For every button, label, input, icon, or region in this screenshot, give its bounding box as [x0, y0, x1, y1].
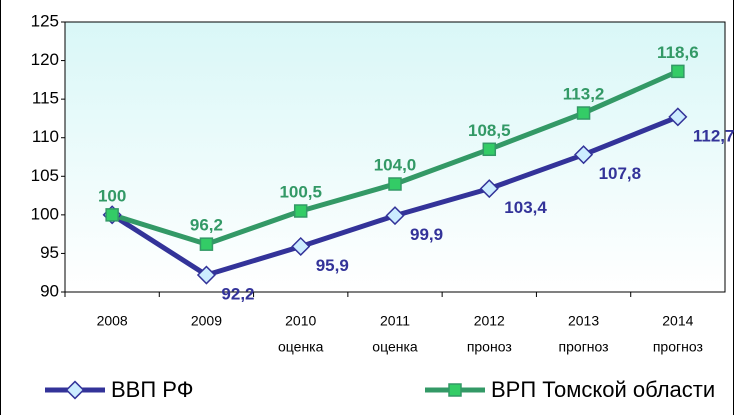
value-label: 118,6	[657, 43, 699, 62]
x-tick-label: 2009	[191, 313, 222, 329]
value-label: 100	[98, 186, 126, 205]
legend-label: ВВП РФ	[111, 377, 193, 402]
marker	[199, 237, 214, 251]
marker	[576, 106, 591, 120]
x-tick-label: 2011	[380, 313, 410, 329]
marker	[196, 265, 216, 285]
marker	[574, 145, 594, 165]
y-tick-label: 115	[32, 89, 59, 108]
marker	[388, 177, 402, 191]
value-label: 113,2	[563, 85, 605, 104]
x-tick-label: 2010	[285, 313, 316, 329]
marker	[482, 142, 497, 157]
value-label: 107,8	[599, 164, 642, 183]
y-tick-label: 125	[31, 11, 59, 30]
x-tick-note: прогноз	[559, 339, 609, 355]
y-tick-label: 95	[40, 243, 59, 262]
value-label: 108,5	[468, 121, 511, 140]
marker	[671, 64, 685, 79]
marker	[479, 179, 499, 199]
x-tick-label: 2014	[662, 313, 693, 329]
y-tick-label: 90	[40, 281, 59, 300]
x-tick-label: 2008	[97, 313, 128, 329]
marker	[293, 204, 308, 218]
value-label: 103,4	[504, 198, 547, 217]
legend-marker	[65, 380, 85, 400]
y-tick-label: 120	[31, 50, 59, 69]
value-label: 100,5	[279, 182, 322, 201]
x-tick-note: оценка	[278, 339, 324, 355]
marker	[291, 236, 311, 257]
value-label: 99,9	[410, 225, 443, 244]
value-label: 104,0	[374, 155, 417, 174]
y-tick-label: 100	[31, 204, 59, 223]
value-label: 92,2	[221, 285, 254, 304]
value-label: 112,7	[693, 126, 735, 145]
marker	[385, 206, 405, 226]
x-tick-note: прогноз	[653, 339, 703, 355]
marker	[105, 208, 119, 222]
x-tick-label: 2013	[568, 313, 599, 329]
value-label: 96,2	[190, 216, 223, 235]
x-tick-label: 2012	[474, 313, 505, 329]
x-tick-note: проноз	[467, 339, 512, 355]
y-tick-label: 105	[31, 166, 59, 185]
legend-marker	[448, 383, 462, 397]
x-tick-note: оценка	[372, 339, 418, 355]
value-label: 95,9	[316, 256, 349, 275]
y-tick-label: 110	[32, 127, 59, 146]
plot-area	[64, 21, 726, 293]
marker	[668, 107, 688, 127]
legend-label: ВРП Томской области	[491, 377, 715, 402]
